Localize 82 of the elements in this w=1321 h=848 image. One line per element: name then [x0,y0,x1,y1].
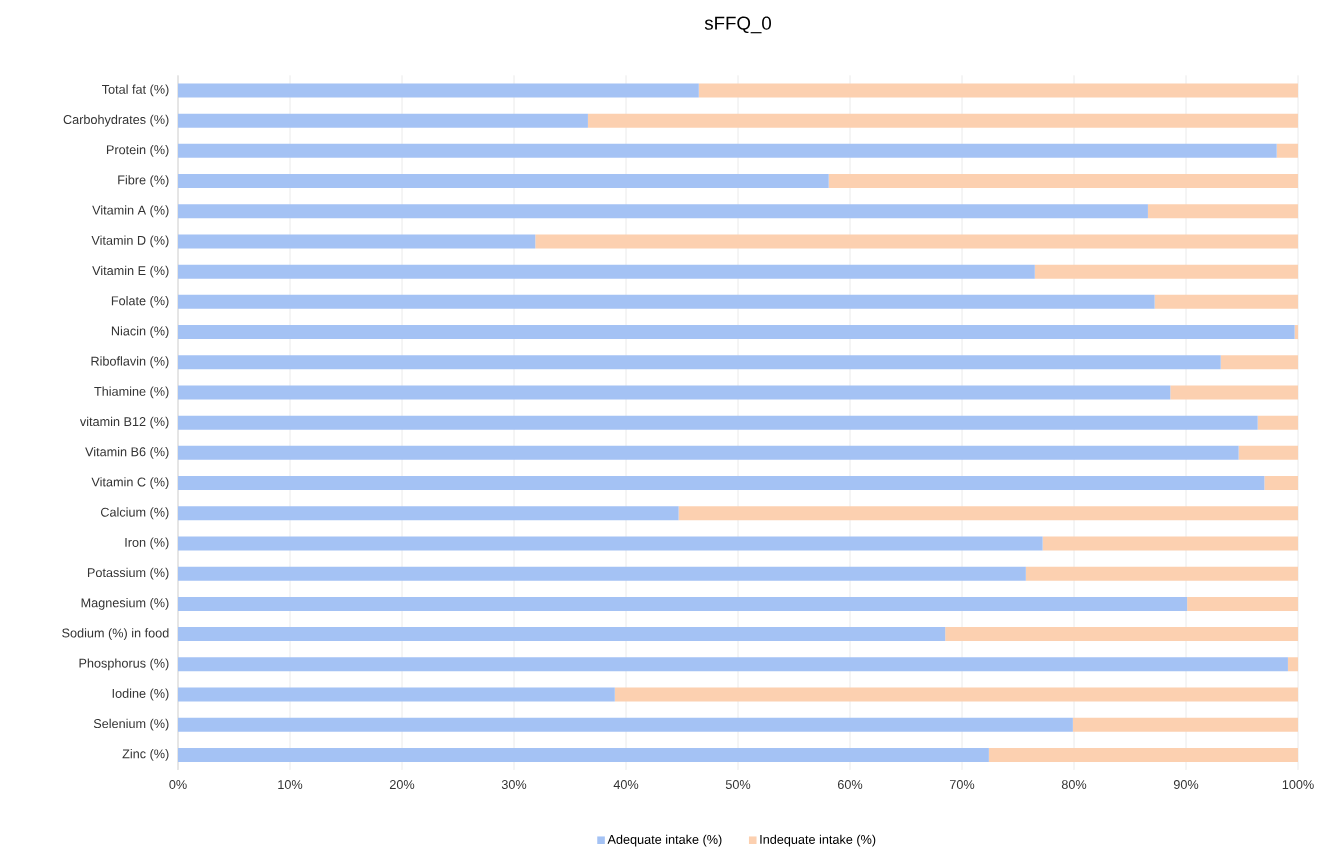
bar [178,325,1295,340]
bar [178,204,1148,219]
bar [178,687,615,702]
bar [178,596,1188,611]
y-tick-label: Carbohydrates (%) [63,114,169,127]
bar [988,747,1298,762]
y-tick-label: Iron (%) [125,537,169,550]
bar [178,294,1155,309]
bar [1072,717,1298,732]
bar [1170,385,1298,400]
bar [178,717,1073,732]
y-tick-label: Sodium (%) in food [62,628,169,640]
x-tick-label: 20% [389,780,415,790]
bar [178,445,1239,460]
bar [178,83,699,98]
y-tick-label: Folate (%) [111,295,169,308]
y-tick-label: Vitamin D (%) [91,235,169,248]
bar [178,355,1221,370]
bar [1025,566,1298,581]
bar [178,113,588,128]
bar [178,264,1035,279]
y-tick-label: Potassium (%) [87,567,169,580]
bar [1220,355,1298,370]
bar [178,476,1265,491]
bar [1287,657,1298,672]
bar [1276,143,1298,158]
y-tick-label: Vitamin A (%) [92,205,169,218]
bar [178,143,1277,158]
bar [1257,415,1298,430]
legend-label: Indequate intake (%) [760,834,876,847]
y-tick-label: Vitamin E (%) [92,265,169,278]
bar [945,627,1298,642]
x-tick-label: 100% [1282,780,1314,790]
bar [178,415,1258,430]
bar [828,174,1298,189]
x-tick-label: 90% [1173,780,1199,790]
y-tick-label: Riboflavin (%) [91,356,169,369]
bar [178,536,1043,551]
y-tick-label: Vitamin B6 (%) [85,446,169,459]
y-tick-label: Selenium (%) [93,718,169,731]
bar [678,506,1298,521]
bar [178,566,1026,581]
x-tick-label: 70% [949,780,975,790]
y-tick-label: Thiamine (%) [94,386,169,399]
bar [178,747,989,762]
y-tick-label: Niacin (%) [111,326,169,338]
bar [614,687,1298,702]
bar [178,174,829,189]
y-tick-label: Fibre (%) [118,175,169,187]
y-tick-label: Calcium (%) [100,507,169,520]
y-tick-label: vitamin B12 (%) [79,416,169,429]
x-tick-label: 0% [169,780,187,790]
bar [1034,264,1298,279]
y-tick-label: Total fat (%) [102,84,169,97]
bar [535,234,1298,249]
bar [1154,294,1298,309]
bar [587,113,1298,128]
y-tick-label: Vitamin C (%) [91,477,169,489]
x-tick-label: 80% [1061,780,1087,790]
x-tick-label: 60% [837,780,863,790]
x-tick-label: 30% [501,780,527,790]
bar [178,627,946,642]
x-tick-label: 10% [278,780,303,790]
bar [1264,476,1298,491]
x-tick-label: 50% [725,780,751,790]
bar [178,506,679,521]
bar [1042,536,1298,551]
bar [698,83,1298,98]
y-tick-label: Zinc (%) [122,748,169,761]
chart-title: sFFQ_0 [704,16,771,34]
bar [1187,596,1298,611]
bar [1238,445,1298,460]
x-tick-label: 40% [613,780,639,790]
bar [178,657,1288,672]
bar [178,234,536,249]
y-tick-label: Iodine (%) [112,688,169,701]
y-tick-label: Protein (%) [106,144,169,157]
y-tick-label: Phosphorus (%) [79,658,169,671]
bar [1147,204,1298,219]
y-tick-label: Magnesium (%) [81,597,169,610]
bar [178,385,1171,400]
legend-label: Adequate intake (%) [607,834,722,847]
